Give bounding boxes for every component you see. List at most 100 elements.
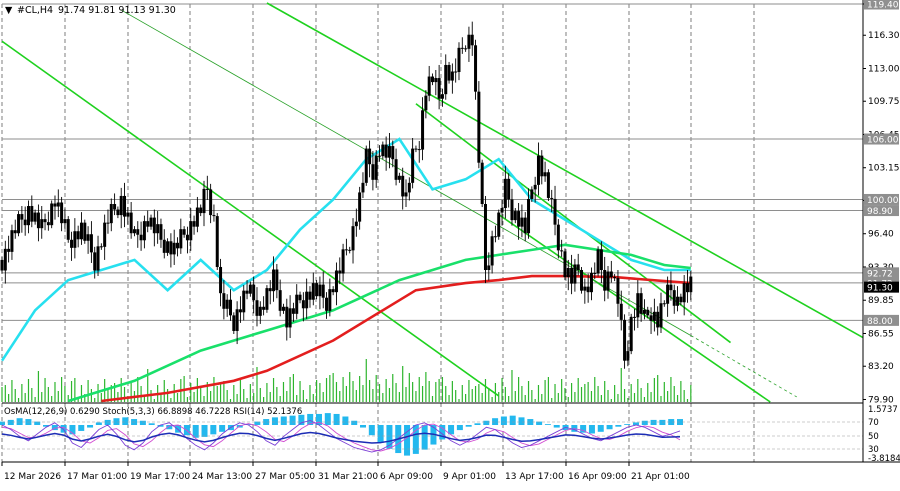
candle-body bbox=[30, 206, 34, 222]
moving-averages bbox=[0, 137, 691, 403]
osma-bar bbox=[7, 419, 14, 425]
candle-body bbox=[533, 184, 537, 190]
osma-bar bbox=[518, 417, 525, 425]
candle-body bbox=[225, 299, 229, 309]
candle-body bbox=[530, 189, 534, 199]
symbol-label: #CL,H4 bbox=[17, 5, 53, 16]
osma-bar bbox=[315, 413, 322, 425]
candle-body bbox=[334, 270, 338, 293]
chart-header: ▼ #CL,H4 91.74 91.81 91.13 91.30 bbox=[5, 5, 176, 16]
candle-body bbox=[53, 203, 57, 207]
osma-bar bbox=[69, 425, 76, 435]
candle-body bbox=[116, 209, 120, 216]
candle-body bbox=[33, 212, 37, 222]
candle-body bbox=[457, 47, 461, 73]
candle-body bbox=[470, 34, 474, 46]
candle-body bbox=[599, 249, 603, 271]
price-axis: 119.40116.30113.00109.75106.45103.1599.9… bbox=[2, 0, 900, 464]
candle-body bbox=[642, 309, 646, 314]
candle-body bbox=[368, 148, 372, 165]
candle-body bbox=[83, 222, 87, 241]
candle-body bbox=[576, 264, 580, 271]
osma-bar bbox=[333, 413, 340, 425]
candle-body bbox=[636, 293, 640, 318]
candle-body bbox=[454, 71, 458, 73]
candle-body bbox=[26, 206, 30, 226]
candle-body bbox=[623, 319, 627, 361]
candle-body bbox=[563, 251, 567, 278]
candle-body bbox=[490, 236, 494, 266]
oscillator-header: OsMA(12,26,9) 0.6290 Stoch(5,3,3) 66.889… bbox=[4, 407, 302, 417]
symbol-dropdown-icon[interactable]: ▼ bbox=[5, 5, 13, 16]
candle-body bbox=[212, 215, 216, 217]
osma-bar bbox=[536, 421, 543, 425]
time-tick-label: 27 Mar 05:00 bbox=[255, 472, 315, 482]
candle-body bbox=[487, 265, 491, 271]
price-tick-label: 116.30 bbox=[868, 31, 900, 41]
candle-body bbox=[66, 219, 70, 240]
candle-body bbox=[275, 269, 279, 291]
candle-body bbox=[467, 34, 471, 49]
candle-body bbox=[437, 78, 441, 99]
trend-channel-line bbox=[266, 2, 864, 339]
candle-body bbox=[682, 283, 686, 303]
osma-bar bbox=[104, 419, 111, 425]
candle-body bbox=[50, 203, 54, 226]
osma-bar bbox=[271, 417, 278, 425]
candle-body bbox=[278, 290, 282, 311]
candle-body bbox=[126, 212, 130, 217]
osma-bar bbox=[659, 419, 666, 425]
candle-body bbox=[142, 221, 146, 241]
osma-bar bbox=[307, 413, 314, 425]
candle-body bbox=[633, 316, 637, 318]
candle-body bbox=[503, 178, 507, 209]
candle-body bbox=[464, 48, 468, 50]
candle-body bbox=[616, 278, 620, 304]
osma-bar bbox=[16, 418, 23, 425]
osma-bar bbox=[448, 425, 455, 435]
candle-body bbox=[427, 76, 431, 96]
candle-body bbox=[152, 217, 156, 234]
candle-body bbox=[103, 222, 107, 247]
candle-body bbox=[527, 198, 531, 234]
candle-body bbox=[378, 155, 382, 157]
candle-body bbox=[689, 276, 693, 293]
candle-body bbox=[411, 148, 415, 183]
horizontal-levels bbox=[2, 3, 863, 321]
candle-body bbox=[172, 242, 176, 255]
price-tick-label: 79.90 bbox=[868, 395, 894, 405]
candle-body bbox=[318, 284, 322, 297]
oscillator-panel bbox=[0, 402, 863, 456]
candle-body bbox=[351, 226, 355, 251]
time-tick-label: 17 Mar 01:00 bbox=[67, 472, 127, 482]
time-tick-label: 6 Apr 09:00 bbox=[380, 472, 433, 482]
candle-body bbox=[56, 202, 60, 207]
last-price-badge bbox=[864, 281, 899, 293]
candle-body bbox=[666, 284, 670, 304]
osma-bar bbox=[509, 415, 516, 425]
candle-body bbox=[255, 300, 259, 316]
osma-bar bbox=[324, 413, 331, 425]
candle-body bbox=[596, 249, 600, 274]
candle-body bbox=[195, 207, 199, 227]
osma-bar bbox=[404, 425, 411, 456]
candle-body bbox=[192, 221, 196, 227]
candle-body bbox=[305, 291, 309, 309]
candle-body bbox=[129, 212, 133, 234]
candle-body bbox=[460, 47, 464, 49]
osma-bar bbox=[641, 420, 648, 425]
trend-channel-line bbox=[498, 213, 771, 403]
osma-bar bbox=[201, 425, 208, 437]
candle-body bbox=[119, 195, 123, 216]
candle-body bbox=[159, 224, 163, 240]
candle-body bbox=[580, 270, 584, 291]
time-tick-label: 24 Mar 13:00 bbox=[192, 472, 252, 482]
candle-body bbox=[513, 211, 517, 221]
candle-body bbox=[76, 231, 80, 240]
level-label: 91.30 bbox=[867, 284, 893, 294]
osma-bar bbox=[360, 425, 367, 428]
osma-bar bbox=[122, 417, 129, 425]
candle-body bbox=[99, 246, 103, 248]
osma-bar bbox=[377, 425, 384, 443]
candle-body bbox=[205, 188, 209, 190]
